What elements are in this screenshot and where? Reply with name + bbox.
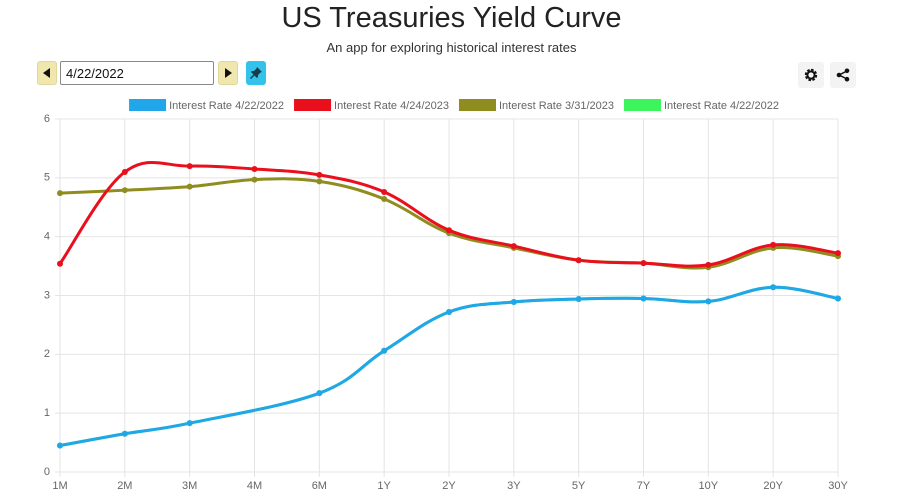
next-icon: [225, 68, 232, 78]
data-point: [251, 176, 258, 183]
data-point: [705, 298, 712, 305]
data-point: [446, 227, 452, 234]
x-tick-label: 5Y: [572, 480, 586, 492]
x-tick-label: 30Y: [828, 480, 848, 492]
legend-label: Interest Rate 4/22/2022: [664, 100, 779, 112]
x-tick-label: 10Y: [699, 480, 719, 492]
data-point: [186, 183, 193, 190]
data-point: [121, 168, 128, 175]
legend-label: Interest Rate 4/24/2023: [334, 100, 449, 112]
prev-icon: [43, 68, 50, 78]
x-tick-label: 1M: [52, 480, 67, 492]
share-button[interactable]: [830, 62, 856, 88]
legend-label: Interest Rate 4/22/2022: [169, 100, 284, 112]
x-tick-label: 20Y: [763, 480, 783, 492]
legend-swatch: [129, 99, 167, 111]
data-point: [510, 243, 517, 250]
data-point: [186, 420, 193, 427]
data-point: [640, 260, 647, 267]
data-point: [186, 163, 193, 170]
data-point: [640, 295, 647, 302]
y-tick-label: 1: [44, 407, 50, 419]
data-point: [575, 296, 582, 303]
data-point: [251, 166, 258, 173]
data-point: [57, 190, 63, 197]
data-point: [381, 188, 388, 195]
data-point: [57, 260, 63, 267]
legend-swatch: [623, 99, 661, 111]
legend-label: Interest Rate 3/31/2023: [499, 100, 614, 112]
legend-swatch: [459, 99, 496, 111]
data-point: [510, 298, 517, 305]
settings-button[interactable]: [798, 62, 824, 88]
data-point: [770, 284, 777, 291]
pin-icon: [250, 67, 262, 79]
x-tick-label: 4M: [247, 480, 262, 492]
x-tick-label: 2M: [117, 480, 132, 492]
prev-date-button[interactable]: [37, 61, 57, 85]
y-tick-label: 5: [44, 172, 50, 184]
data-point: [121, 430, 128, 437]
data-point: [57, 442, 63, 449]
data-point: [575, 257, 582, 264]
x-tick-label: 3Y: [507, 480, 521, 492]
data-point: [446, 308, 452, 315]
y-tick-label: 4: [44, 231, 50, 243]
app-subtitle: An app for exploring historical interest…: [326, 40, 577, 55]
next-date-button[interactable]: [218, 61, 238, 85]
y-tick-label: 2: [44, 348, 50, 360]
data-point: [835, 295, 841, 302]
y-tick-label: 3: [44, 289, 50, 301]
data-point: [835, 250, 841, 257]
data-point: [705, 261, 712, 268]
data-point: [316, 171, 323, 178]
x-tick-label: 7Y: [637, 480, 651, 492]
data-point: [316, 178, 323, 185]
data-point: [316, 390, 323, 397]
data-point: [381, 347, 388, 354]
y-tick-label: 6: [44, 113, 50, 125]
data-point: [770, 241, 777, 248]
x-tick-label: 1Y: [377, 480, 391, 492]
x-tick-label: 6M: [312, 480, 327, 492]
app-title: US Treasuries Yield Curve: [281, 2, 622, 34]
x-tick-label: 2Y: [442, 480, 456, 492]
date-input[interactable]: 4/22/2022: [60, 61, 214, 85]
share-icon: [836, 68, 850, 82]
data-point: [121, 187, 128, 194]
data-point: [381, 196, 388, 203]
y-tick-label: 0: [44, 466, 50, 478]
x-tick-label: 3M: [182, 480, 197, 492]
pin-button[interactable]: [246, 61, 266, 85]
gear-icon: [804, 68, 818, 82]
legend-swatch: [294, 99, 332, 111]
legend: Interest Rate 4/22/2022 Interest Rate 4/2…: [129, 99, 779, 112]
